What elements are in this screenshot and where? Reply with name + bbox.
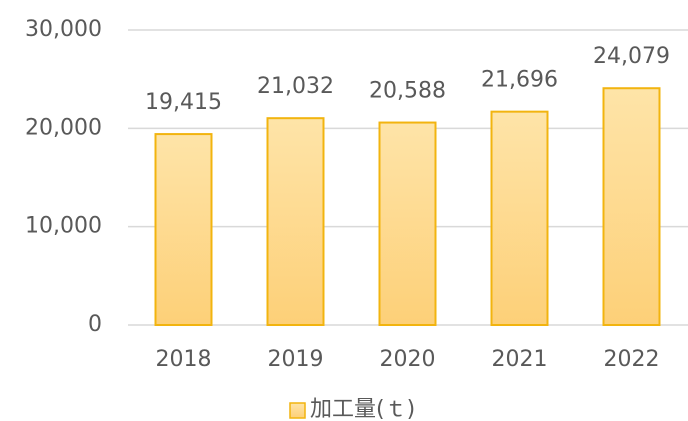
data-label: 21,032: [257, 74, 334, 99]
bar: [266, 117, 325, 326]
x-tick-label: 2018: [156, 347, 212, 372]
data-label: 19,415: [145, 90, 222, 115]
y-tick-label: 20,000: [25, 115, 102, 140]
bar: [378, 121, 437, 326]
data-label: 24,079: [593, 44, 670, 69]
y-tick-label: 30,000: [25, 17, 102, 42]
legend-swatch: [289, 402, 306, 419]
bar: [154, 133, 213, 326]
x-tick-label: 2019: [268, 347, 324, 372]
bar: [490, 110, 549, 326]
data-label: 20,588: [369, 79, 446, 104]
x-tick-label: 2022: [604, 347, 660, 372]
bar: [602, 87, 661, 327]
x-tick-label: 2020: [380, 347, 436, 372]
legend-label: 加工量(ｔ): [310, 397, 415, 421]
y-tick-label: 10,000: [25, 214, 102, 239]
y-tick-label: 0: [88, 312, 102, 337]
data-label: 21,696: [481, 68, 558, 93]
x-tick-label: 2021: [492, 347, 548, 372]
